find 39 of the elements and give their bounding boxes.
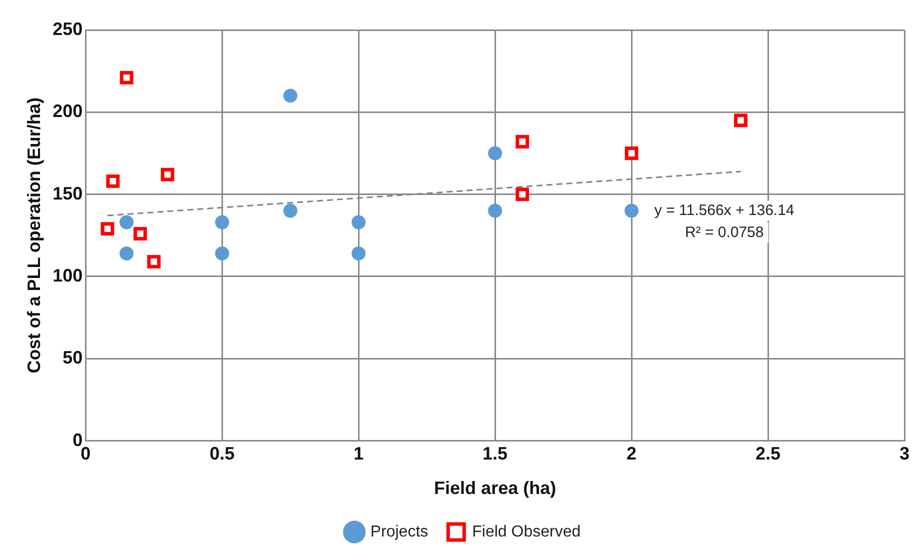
x-tick-label: 0.5 xyxy=(210,444,235,464)
annotation: R² = 0.0758 xyxy=(684,224,764,241)
point xyxy=(215,246,230,260)
point xyxy=(160,168,174,182)
y-tick-label: 0 xyxy=(72,430,83,450)
x-tick-label: 1.5 xyxy=(482,444,508,464)
point xyxy=(352,246,366,260)
y-tick-label: 100 xyxy=(52,265,83,286)
point xyxy=(283,88,298,103)
x-tick-label: 2.5 xyxy=(756,444,781,464)
x-tick-label: 3 xyxy=(899,444,910,464)
point xyxy=(120,215,134,230)
point xyxy=(352,215,366,230)
x-tick-label: 2 xyxy=(626,444,637,464)
x-tick-label: 1 xyxy=(354,444,364,464)
point xyxy=(120,246,134,260)
point xyxy=(488,204,502,218)
point xyxy=(283,204,298,218)
annotation: y = 11.566x + 136.14 xyxy=(654,202,794,219)
legend-label: Field Observed xyxy=(472,523,581,540)
point xyxy=(147,254,161,268)
point xyxy=(100,222,114,236)
point xyxy=(488,146,502,160)
point xyxy=(624,204,639,218)
point xyxy=(734,114,748,128)
legend-label: Projects xyxy=(370,523,428,540)
point xyxy=(516,135,530,148)
y-tick-label: 200 xyxy=(52,101,83,122)
point xyxy=(120,70,134,84)
x-axis-title: Field area (ha) xyxy=(434,478,556,498)
y-tick-label: 50 xyxy=(62,348,83,368)
y-tick-label: 150 xyxy=(52,183,83,204)
point xyxy=(516,188,530,202)
y-axis-title: Cost of a PLL operation (Eur/ha) xyxy=(24,98,44,374)
point xyxy=(134,227,147,240)
point xyxy=(106,174,120,188)
point xyxy=(624,146,638,160)
y-tick-label: 250 xyxy=(52,18,83,39)
point xyxy=(215,215,230,230)
